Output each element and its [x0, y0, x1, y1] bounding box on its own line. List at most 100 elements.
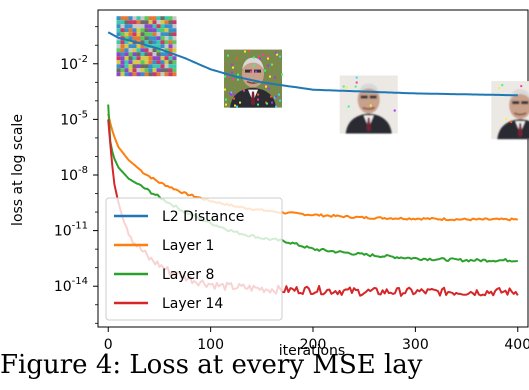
- noise-pixel: [156, 44, 161, 49]
- noise-pixel: [160, 56, 165, 61]
- noise-speck: [259, 57, 262, 60]
- noise-pixel: [124, 60, 129, 65]
- noise-pixel: [168, 52, 173, 57]
- noise-pixel: [156, 60, 161, 65]
- noise-speck: [225, 103, 228, 106]
- noise-pixel: [152, 40, 157, 45]
- noise-pixel: [144, 36, 149, 41]
- noise-pixel: [120, 20, 125, 25]
- noise-pixel: [140, 52, 145, 57]
- x-tick-label: 0: [104, 337, 113, 353]
- noise-speck: [237, 73, 240, 76]
- noise-pixel: [156, 32, 161, 37]
- noise-pixel: [156, 64, 161, 69]
- noise-pixel: [144, 60, 149, 65]
- noise-pixel: [172, 20, 177, 25]
- thumbnail-noise: [116, 16, 177, 77]
- noise-speck: [255, 70, 258, 73]
- noise-pixel: [132, 60, 137, 65]
- noise-pixel: [124, 56, 129, 61]
- noise-pixel: [120, 52, 125, 57]
- figure-caption: Figure 4: Loss at every MSE lay: [0, 350, 423, 380]
- noise-pixel: [156, 20, 161, 25]
- noise-speck: [253, 64, 256, 67]
- face: [497, 89, 529, 140]
- noise-speck: [271, 101, 274, 104]
- noise-pixel: [168, 36, 173, 41]
- noise-pixel: [144, 72, 149, 77]
- noise-pixel: [128, 72, 133, 77]
- noise-pixel: [140, 72, 145, 77]
- noise-speck: [257, 93, 260, 96]
- noise-pixel: [156, 24, 161, 29]
- noise-pixel: [132, 72, 137, 77]
- noise-pixel: [116, 72, 121, 77]
- noise-speck: [266, 102, 269, 105]
- noise-speck: [274, 76, 277, 79]
- legend-label: Layer 1: [162, 238, 214, 254]
- noise-pixel: [172, 60, 177, 65]
- x-axis-ticks: 0 100 200 300 400: [104, 327, 529, 353]
- noise-speck: [510, 121, 513, 124]
- noise-pixel: [136, 68, 141, 73]
- noise-speck: [275, 105, 278, 108]
- noise-pixel: [132, 56, 137, 61]
- noise-pixel: [172, 28, 177, 33]
- noise-pixel: [152, 60, 157, 65]
- thumbnail-face-noisy: [224, 49, 284, 108]
- noise-speck: [236, 105, 239, 108]
- noise-pixel: [148, 16, 153, 21]
- noise-pixel: [120, 16, 125, 21]
- noise-speck: [347, 105, 350, 108]
- noise-speck: [498, 87, 501, 90]
- glasses-right: [369, 95, 377, 99]
- glasses-left: [512, 101, 520, 105]
- noise-pixel: [148, 40, 153, 45]
- noise-speck: [345, 86, 348, 89]
- noise-pixel: [136, 20, 141, 25]
- hair: [357, 83, 380, 96]
- hair: [242, 57, 265, 70]
- noise-pixel: [164, 40, 169, 45]
- x-tick-label: 300: [402, 337, 429, 353]
- noise-pixel: [140, 60, 145, 65]
- noise-pixel: [120, 44, 125, 49]
- noise-pixel: [172, 36, 177, 41]
- noise-pixel: [136, 16, 141, 21]
- noise-pixel: [140, 40, 145, 45]
- noise-pixel: [164, 16, 169, 21]
- noise-pixel: [152, 56, 157, 61]
- noise-pixel: [120, 64, 125, 69]
- noise-speck: [268, 87, 271, 90]
- noise-pixel: [140, 44, 145, 49]
- noise-speck: [501, 84, 504, 87]
- noise-pixel: [152, 32, 157, 37]
- noise-pixel: [144, 28, 149, 33]
- noise-pixel: [168, 44, 173, 49]
- noise-pixel: [160, 72, 165, 77]
- noise-pixel: [132, 48, 137, 53]
- noise-pixel: [124, 40, 129, 45]
- noise-pixel: [124, 28, 129, 33]
- noise-speck: [279, 99, 282, 102]
- noise-speck: [224, 75, 227, 78]
- noise-pixel: [128, 52, 133, 57]
- noise-pixel: [160, 28, 165, 33]
- noise-pixel: [136, 24, 141, 29]
- noise-pixel: [152, 72, 157, 77]
- noise-pixel: [152, 44, 157, 49]
- noise-speck: [231, 63, 234, 66]
- noise-speck: [227, 75, 230, 78]
- noise-pixel: [116, 44, 121, 49]
- noise-pixel: [156, 56, 161, 61]
- noise-pixel: [120, 68, 125, 73]
- noise-pixel: [144, 20, 149, 25]
- noise-pixel: [144, 48, 149, 53]
- noise-pixel: [132, 52, 137, 57]
- noise-pixel: [116, 32, 121, 37]
- noise-pixel: [156, 52, 161, 57]
- noise-pixel: [168, 68, 173, 73]
- noise-speck: [505, 118, 508, 121]
- y-tick-label: 10-2: [60, 54, 88, 73]
- glasses-right: [521, 101, 529, 105]
